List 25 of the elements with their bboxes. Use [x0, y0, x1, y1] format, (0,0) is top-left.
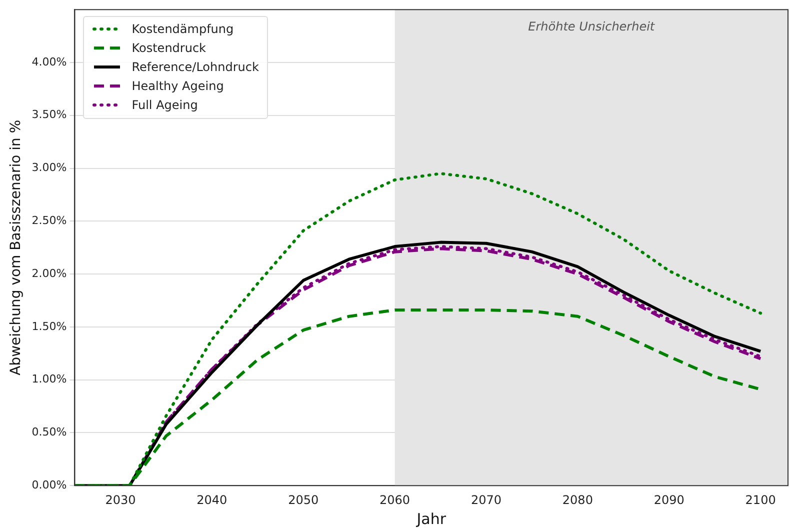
y-tick-label: 0.00% — [32, 478, 67, 492]
y-tick-label: 4.00% — [32, 55, 67, 68]
x-tick-label: 2050 — [288, 492, 319, 507]
y-tick-label: 2.50% — [32, 214, 67, 228]
x-tick-label: 2040 — [196, 492, 228, 507]
legend-label: Kostendämpfung — [132, 22, 234, 36]
x-tick-label: 2060 — [380, 492, 410, 507]
y-tick-label: 1.50% — [32, 320, 67, 333]
x-tick-label: 2030 — [105, 492, 136, 507]
legend-label: Full Ageing — [132, 98, 198, 112]
x-tick-label: 2090 — [654, 492, 684, 507]
y-tick-label: 2.00% — [32, 266, 67, 280]
x-tick-label: 2100 — [745, 492, 776, 507]
x-axis-title: Jahr — [416, 510, 447, 528]
y-tick-label: 1.00% — [32, 372, 67, 386]
legend-label: Kostendruck — [132, 41, 206, 56]
legend-label: Reference/Lohndruck — [132, 60, 259, 74]
x-tick-label: 2070 — [470, 492, 502, 507]
y-axis-title: Abweichung vom Basisszenario in % — [8, 120, 24, 376]
y-tick-label: 3.00% — [32, 161, 67, 174]
band-label: Erhöhte Unsicherheit — [528, 20, 656, 34]
legend-label: Healthy Ageing — [132, 79, 224, 94]
x-tick-label: 2080 — [562, 492, 593, 507]
y-tick-label: 0.50% — [32, 426, 67, 439]
y-tick-label: 3.50% — [32, 108, 67, 122]
